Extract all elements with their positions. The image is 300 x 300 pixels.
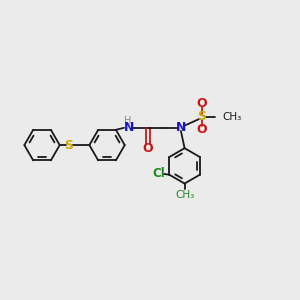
Text: N: N — [176, 121, 186, 134]
Text: H: H — [124, 116, 132, 126]
Text: O: O — [196, 123, 207, 136]
Text: S: S — [64, 139, 74, 152]
Text: Cl: Cl — [153, 167, 165, 180]
Text: O: O — [142, 142, 153, 155]
Text: N: N — [124, 121, 135, 134]
Text: O: O — [196, 97, 207, 110]
Text: CH₃: CH₃ — [175, 190, 194, 200]
Text: CH₃: CH₃ — [222, 112, 241, 122]
Text: S: S — [197, 110, 206, 123]
